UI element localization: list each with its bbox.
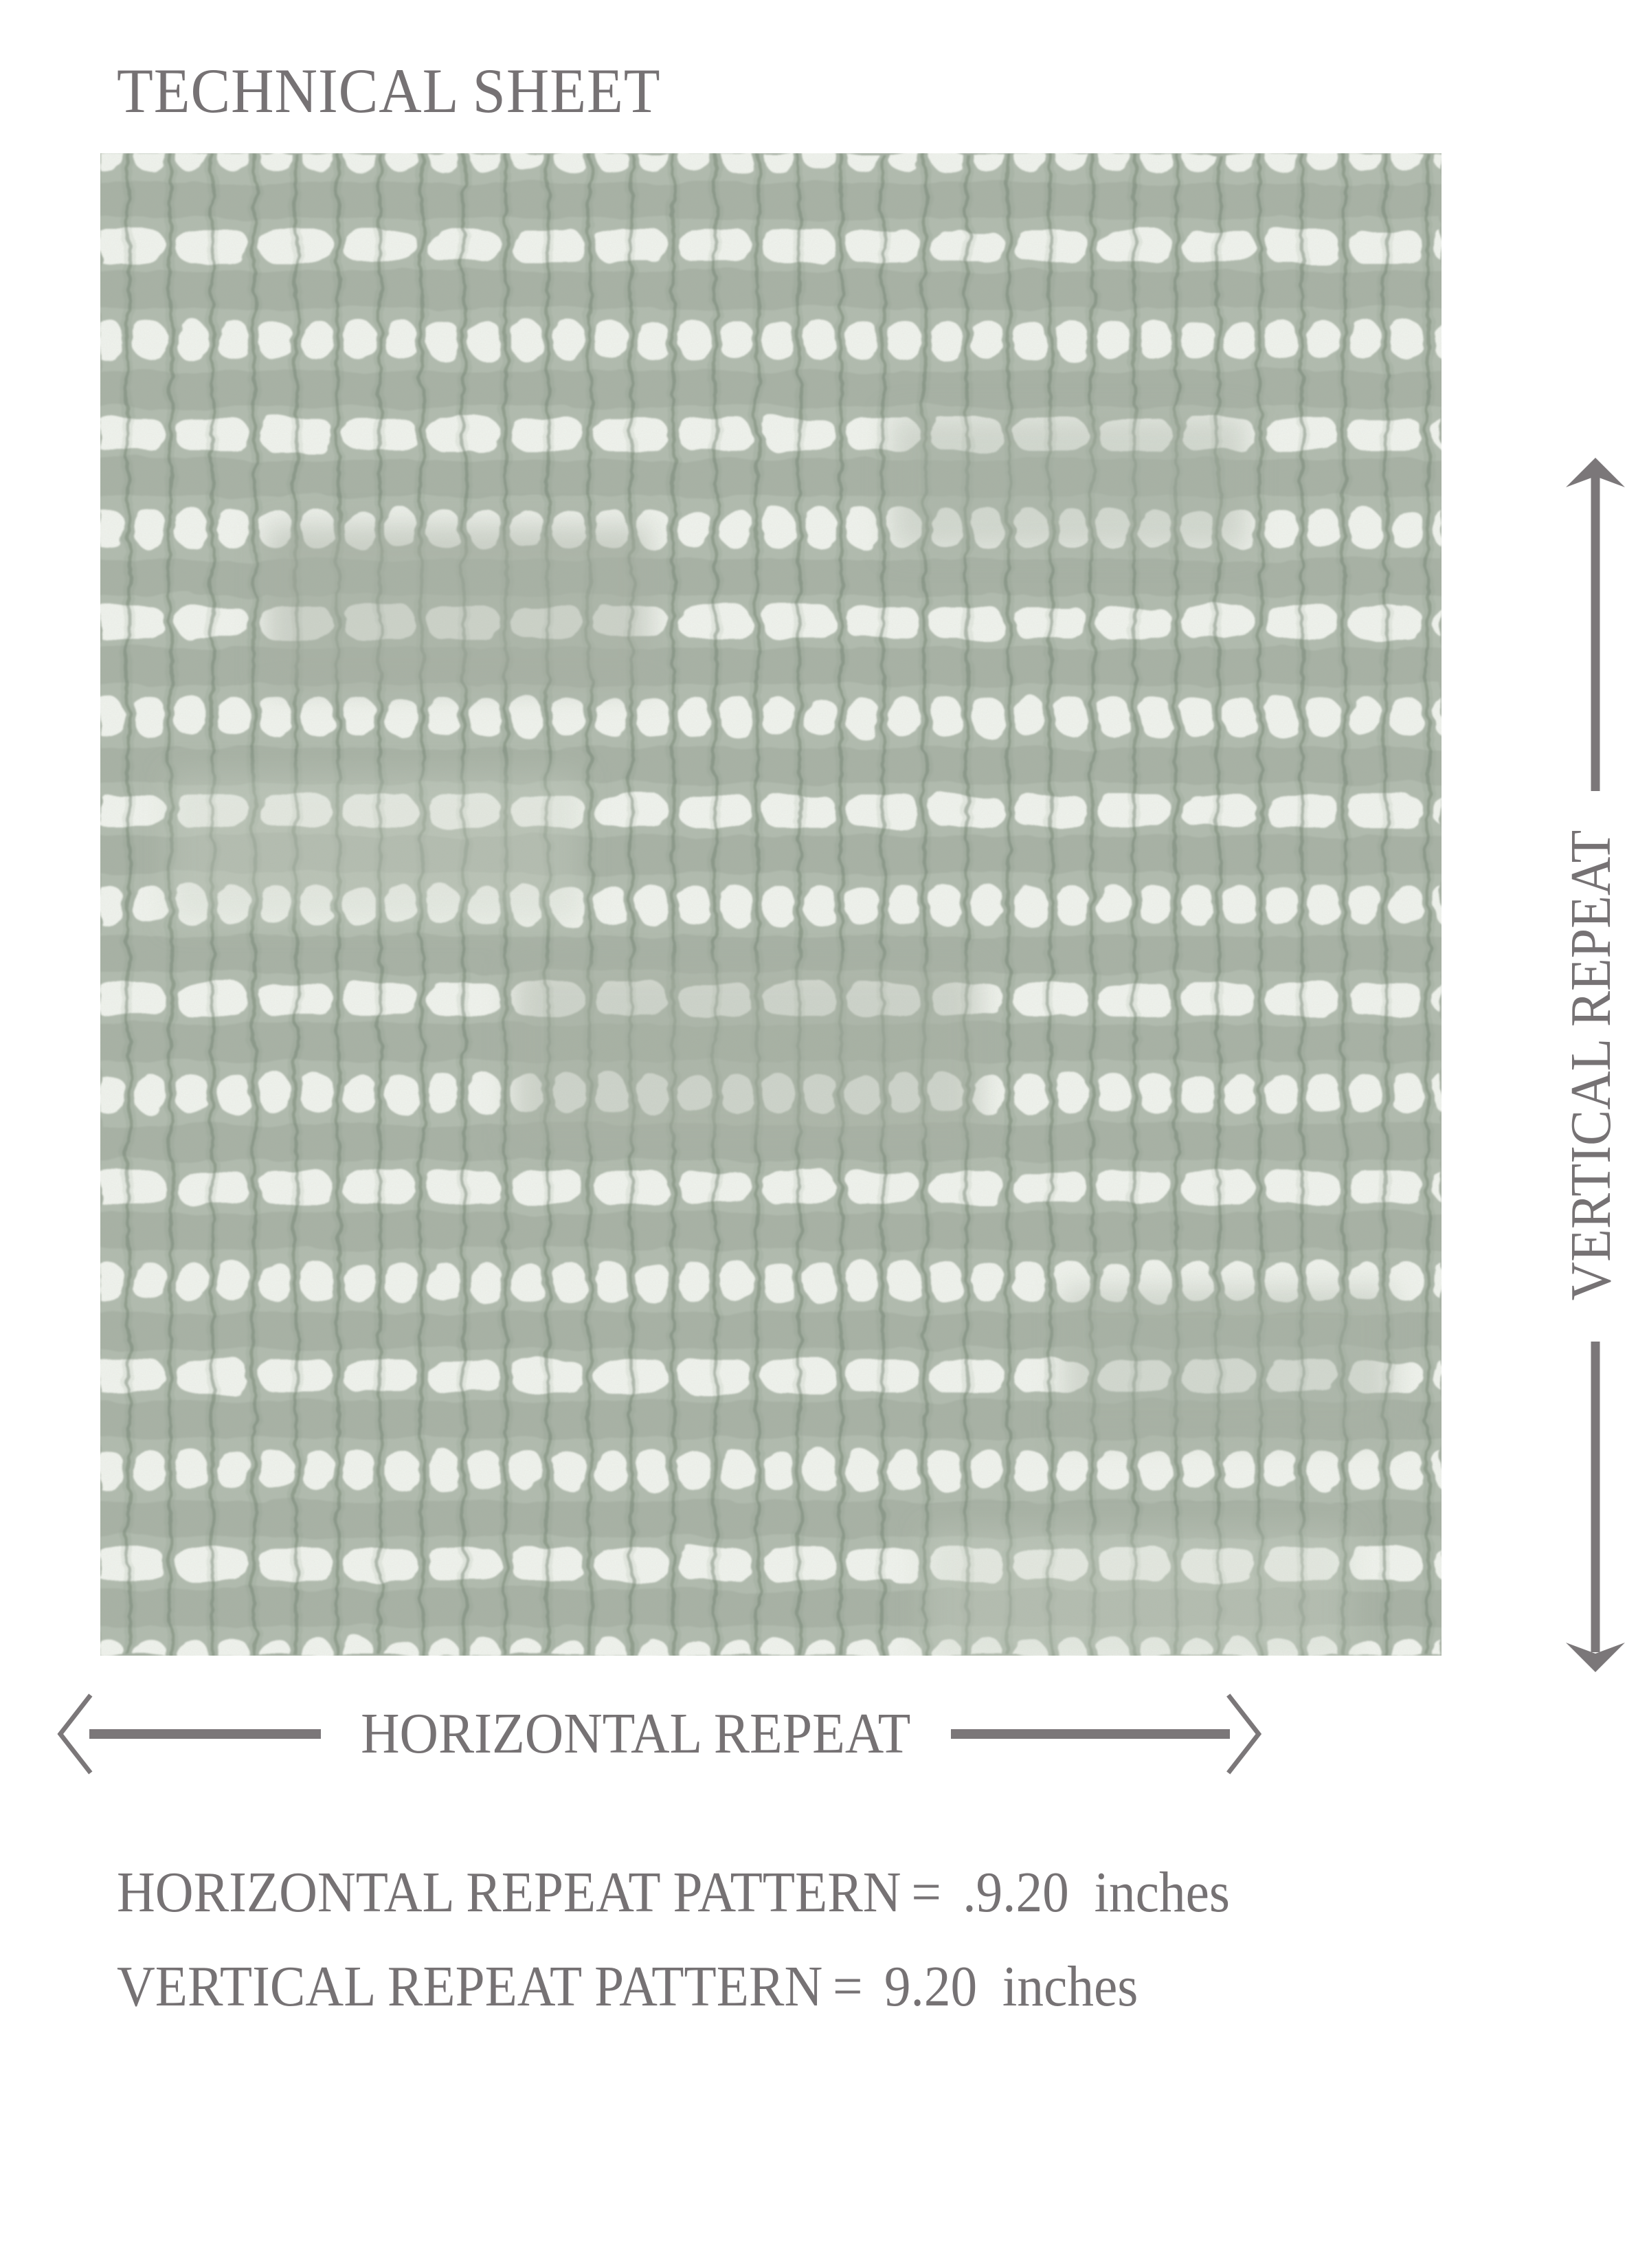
spec-value: 9.20 (884, 1955, 978, 2019)
arrow-bar-left (89, 1729, 322, 1739)
spec-unit: inches (1094, 1860, 1230, 1924)
spec-label: HORIZONTAL REPEAT PATTERN (117, 1860, 901, 1924)
horizontal-repeat-spec: HORIZONTAL REPEAT PATTERN = .9.20 inches (117, 1864, 1230, 1922)
swatch-fabric-grain (100, 153, 1442, 1656)
spec-unit: inches (1002, 1955, 1138, 2019)
vertical-repeat-spec: VERTICAL REPEAT PATTERN = 9.20 inches (117, 1958, 1138, 2016)
spec-value: .9.20 (963, 1860, 1069, 1924)
arrow-right-chevron-icon (1226, 1693, 1262, 1775)
equals-sign: = (833, 1955, 863, 2019)
arrow-left-chevron-icon (57, 1693, 93, 1775)
spec-label: VERTICAL REPEAT PATTERN (117, 1955, 823, 2019)
horizontal-repeat-arrow: HORIZONTAL REPEAT (55, 1689, 1264, 1779)
equals-sign: = (911, 1860, 941, 1924)
pattern-swatch (100, 153, 1442, 1656)
vertical-repeat-label: VERTICAL REPEAT (1559, 830, 1623, 1301)
arrow-bar-right (950, 1729, 1231, 1739)
vertical-repeat-arrow-up-icon (1566, 458, 1625, 791)
vertical-repeat-arrow-down-icon (1566, 1342, 1625, 1672)
page-title: TECHNICAL SHEET (117, 56, 661, 126)
horizontal-repeat-label: HORIZONTAL REPEAT (361, 1702, 911, 1766)
